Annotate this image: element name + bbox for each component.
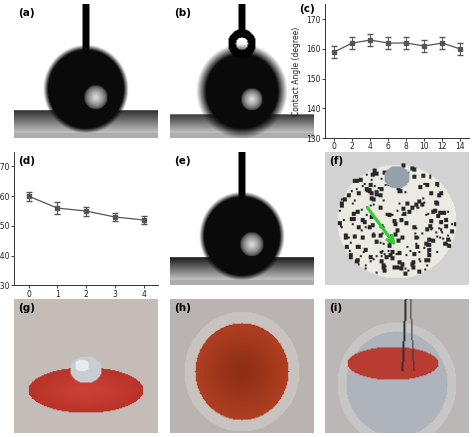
- Text: (a): (a): [18, 8, 35, 18]
- Text: (i): (i): [329, 303, 343, 313]
- Text: (g): (g): [18, 303, 36, 313]
- X-axis label: pH: pH: [392, 157, 403, 166]
- Text: (d): (d): [18, 156, 36, 166]
- Text: (h): (h): [174, 303, 191, 313]
- Text: (e): (e): [174, 156, 191, 166]
- Text: (b): (b): [174, 8, 191, 18]
- Text: (c): (c): [300, 4, 315, 14]
- Y-axis label: Contact Angle (degree): Contact Angle (degree): [292, 27, 301, 116]
- X-axis label: Soaking Time (week): Soaking Time (week): [42, 304, 130, 313]
- Text: (f): (f): [329, 156, 344, 166]
